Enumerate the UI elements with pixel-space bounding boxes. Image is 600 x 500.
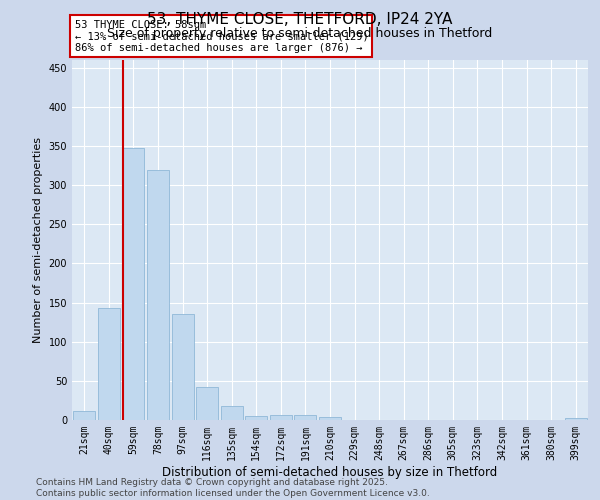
Y-axis label: Number of semi-detached properties: Number of semi-detached properties — [33, 137, 43, 343]
Text: 53, THYME CLOSE, THETFORD, IP24 2YA: 53, THYME CLOSE, THETFORD, IP24 2YA — [148, 12, 452, 28]
Bar — [245, 416, 268, 420]
Bar — [270, 416, 292, 420]
Bar — [98, 308, 120, 420]
Bar — [565, 418, 587, 420]
Text: 53 THYME CLOSE: 58sqm
← 13% of semi-detached houses are smaller (129)
86% of sem: 53 THYME CLOSE: 58sqm ← 13% of semi-deta… — [74, 20, 368, 53]
Bar — [319, 417, 341, 420]
Bar — [73, 410, 95, 420]
Bar — [172, 314, 194, 420]
Bar — [196, 387, 218, 420]
Bar — [122, 148, 145, 420]
X-axis label: Distribution of semi-detached houses by size in Thetford: Distribution of semi-detached houses by … — [163, 466, 497, 478]
Bar — [221, 406, 243, 420]
Bar — [295, 416, 316, 420]
Text: Contains HM Land Registry data © Crown copyright and database right 2025.
Contai: Contains HM Land Registry data © Crown c… — [36, 478, 430, 498]
Text: Size of property relative to semi-detached houses in Thetford: Size of property relative to semi-detach… — [107, 28, 493, 40]
Bar — [147, 170, 169, 420]
